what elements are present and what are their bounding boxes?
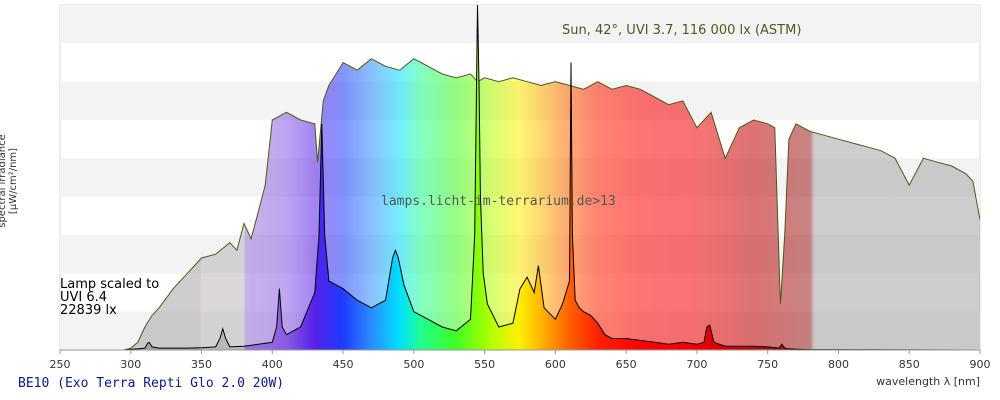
lamp-spectrum-line [123, 5, 980, 350]
grid-band [60, 5, 980, 44]
lamp-note-line-2: UVI 6.4 [60, 290, 108, 305]
x-tick-label: 350 [191, 358, 212, 371]
x-tick-label: 300 [120, 358, 141, 371]
lamp-scaling-note: Lamp scaled to UVI 6.4 22839 lx [60, 278, 159, 317]
x-tick-label: 900 [970, 358, 991, 371]
x-tick-label: 250 [50, 358, 71, 371]
x-tick-label: 500 [403, 358, 424, 371]
x-tick-label: 450 [333, 358, 354, 371]
x-tick-label: 750 [757, 358, 778, 371]
watermark-text: lamps.licht-im-terrarium.de>13 [381, 194, 616, 209]
lamp-note-line-3: 22839 lx [60, 303, 117, 318]
x-tick-label: 400 [262, 358, 283, 371]
sun-spectrum-area [123, 58, 980, 350]
x-axis-ticks: 250 300 350 400 450 500 550 600 650 700 750 800 850 9… [50, 350, 991, 371]
x-axis-label: wavelength λ [nm] [876, 375, 980, 388]
sun-annotation: Sun, 42°, UVI 3.7, 116 000 lx (ASTM) [562, 23, 802, 38]
x-tick-label: 550 [474, 358, 495, 371]
x-tick-label: 800 [828, 358, 849, 371]
lamp-name: BE10 (Exo Terra Repti Glo 2.0 20W) [18, 376, 285, 391]
x-tick-label: 650 [616, 358, 637, 371]
x-tick-label: 850 [899, 358, 920, 371]
sun-spectrum-line [123, 58, 980, 350]
x-tick-label: 600 [545, 358, 566, 371]
x-tick-label: 700 [686, 358, 707, 371]
lamp-note-line-1: Lamp scaled to [60, 277, 160, 292]
y-axis-label: spectral irradiance [µW/cm²/nm] [0, 134, 19, 228]
